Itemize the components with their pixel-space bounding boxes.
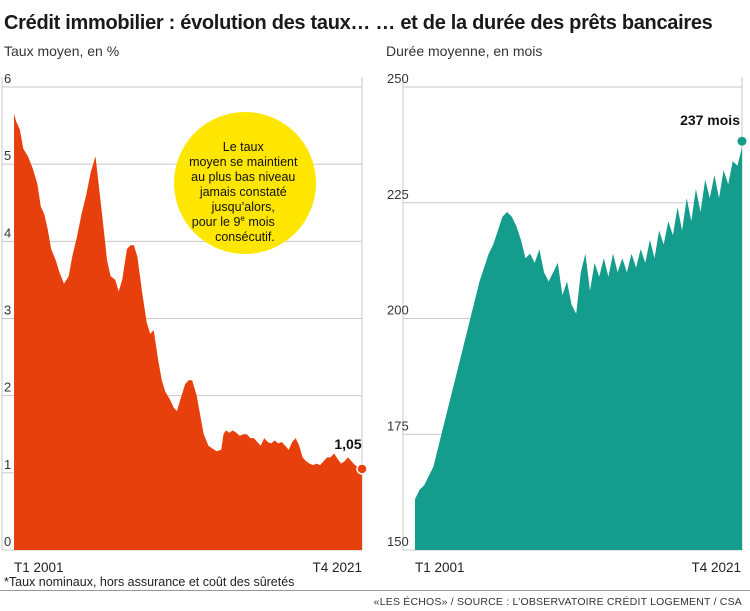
rate-end-label: 1,05 — [334, 436, 361, 452]
footer-divider — [0, 590, 750, 591]
source-credit: «LES ÉCHOS» / SOURCE : L’OBSERVATOIRE CR… — [373, 596, 742, 608]
callout-circle — [174, 112, 316, 254]
right-y-ticks: 150 175 200 225 250 — [387, 71, 409, 549]
left-x-end-label: T4 2021 — [312, 560, 362, 575]
y-tick-label: 4 — [4, 225, 11, 240]
left-y-ticks: 0 1 2 3 4 5 6 — [4, 71, 11, 549]
duration-end-label: 237 mois — [680, 112, 740, 128]
right-x-end-label: T4 2021 — [691, 560, 741, 575]
callout-bubble: Le taux moyen se maintient au plus bas n… — [174, 112, 316, 254]
duration-area-series — [415, 147, 742, 550]
y-tick-label: 200 — [387, 303, 409, 318]
y-tick-label: 0 — [4, 534, 11, 549]
y-tick-label: 1 — [4, 457, 11, 472]
y-tick-label: 2 — [4, 380, 11, 395]
y-tick-label: 175 — [387, 418, 409, 433]
y-tick-label: 5 — [4, 148, 11, 163]
y-tick-label: 150 — [387, 534, 409, 549]
chart-title: Crédit immobilier : évolution des taux… … — [4, 12, 713, 34]
footnote: *Taux nominaux, hors assurance et coût d… — [4, 575, 295, 589]
y-tick-label: 225 — [387, 187, 409, 202]
left-chart-ylabel: Taux moyen, en % — [4, 43, 120, 59]
left-x-start-label: T1 2001 — [14, 560, 64, 575]
y-tick-label: 6 — [4, 71, 11, 86]
right-x-start-label: T1 2001 — [415, 560, 465, 575]
y-tick-label: 3 — [4, 303, 11, 318]
duration-end-point — [737, 136, 747, 146]
rate-end-point — [356, 463, 368, 475]
callout-text: Le taux moyen se maintient au plus bas n… — [189, 140, 301, 244]
rate-area-series — [14, 114, 362, 550]
right-chart-ylabel: Durée moyenne, en mois — [386, 43, 543, 59]
y-tick-label: 250 — [387, 71, 409, 86]
